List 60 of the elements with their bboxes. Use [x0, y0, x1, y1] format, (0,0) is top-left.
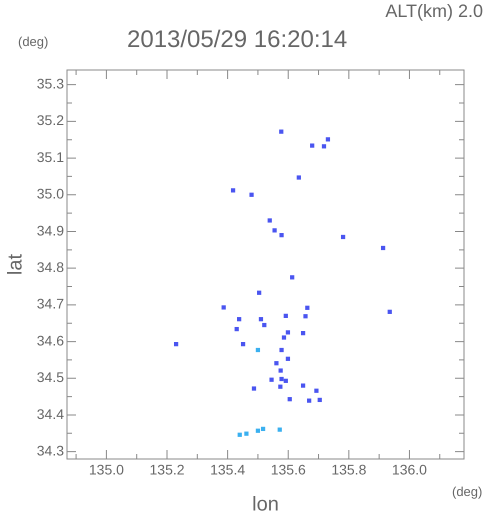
y-tick-label: 34.5 — [36, 369, 64, 386]
point — [257, 290, 262, 295]
chart-title: 2013/05/29 16:20:14 — [127, 26, 348, 54]
point — [234, 326, 239, 332]
y-axis-title: lat — [4, 253, 27, 276]
point — [262, 322, 266, 328]
point — [240, 342, 246, 346]
point — [286, 356, 290, 361]
point — [238, 432, 242, 437]
x-tick-label: 135.4 — [210, 461, 246, 478]
y-tick-label: 35.2 — [36, 112, 64, 128]
point — [290, 275, 294, 280]
x-tick-label: 135.0 — [88, 461, 124, 478]
point — [279, 130, 284, 134]
point — [249, 192, 254, 197]
point — [310, 143, 314, 148]
text: (deg) — [452, 484, 482, 499]
y-tick-label: 35.0 — [36, 186, 64, 202]
text: (deg) — [18, 34, 48, 49]
y-tick-label: 34.3 — [36, 442, 64, 459]
point — [322, 144, 326, 148]
point — [388, 310, 392, 314]
point — [244, 432, 249, 436]
x-tick-label: 135.6 — [270, 461, 306, 478]
point — [278, 368, 283, 373]
y-tick-label: 34.4 — [36, 406, 64, 422]
point — [268, 218, 272, 223]
y-tick-label: 34.8 — [36, 259, 64, 276]
point — [256, 428, 260, 433]
y-tick-label: 35.1 — [36, 148, 64, 165]
y-tick-label: 34.9 — [36, 222, 64, 238]
point — [305, 306, 310, 310]
x-tick-label: 135.8 — [331, 461, 367, 478]
point — [284, 378, 288, 383]
point — [269, 378, 274, 382]
point — [314, 388, 319, 393]
point — [279, 233, 284, 238]
x-tick-label: 135.2 — [149, 461, 185, 478]
y-tick-label: 34.7 — [36, 296, 64, 312]
point — [284, 314, 288, 318]
point — [288, 397, 292, 402]
point — [258, 317, 264, 322]
point — [278, 384, 282, 389]
point — [303, 314, 308, 318]
point — [326, 137, 330, 142]
point — [318, 398, 322, 402]
y-tick-label: 34.6 — [36, 332, 64, 348]
point — [307, 398, 312, 403]
y-tick-label: 35.3 — [36, 76, 64, 92]
point — [296, 175, 301, 180]
point — [230, 188, 236, 192]
chart-subtitle: ALT(km) 2.0 — [385, 1, 483, 22]
x-tick-label: 136.0 — [392, 461, 428, 478]
point — [272, 228, 277, 232]
point — [174, 342, 178, 346]
point — [237, 317, 242, 322]
point — [274, 361, 279, 366]
x-axis-title: lon — [252, 494, 279, 516]
point — [278, 428, 282, 432]
point — [222, 305, 226, 310]
